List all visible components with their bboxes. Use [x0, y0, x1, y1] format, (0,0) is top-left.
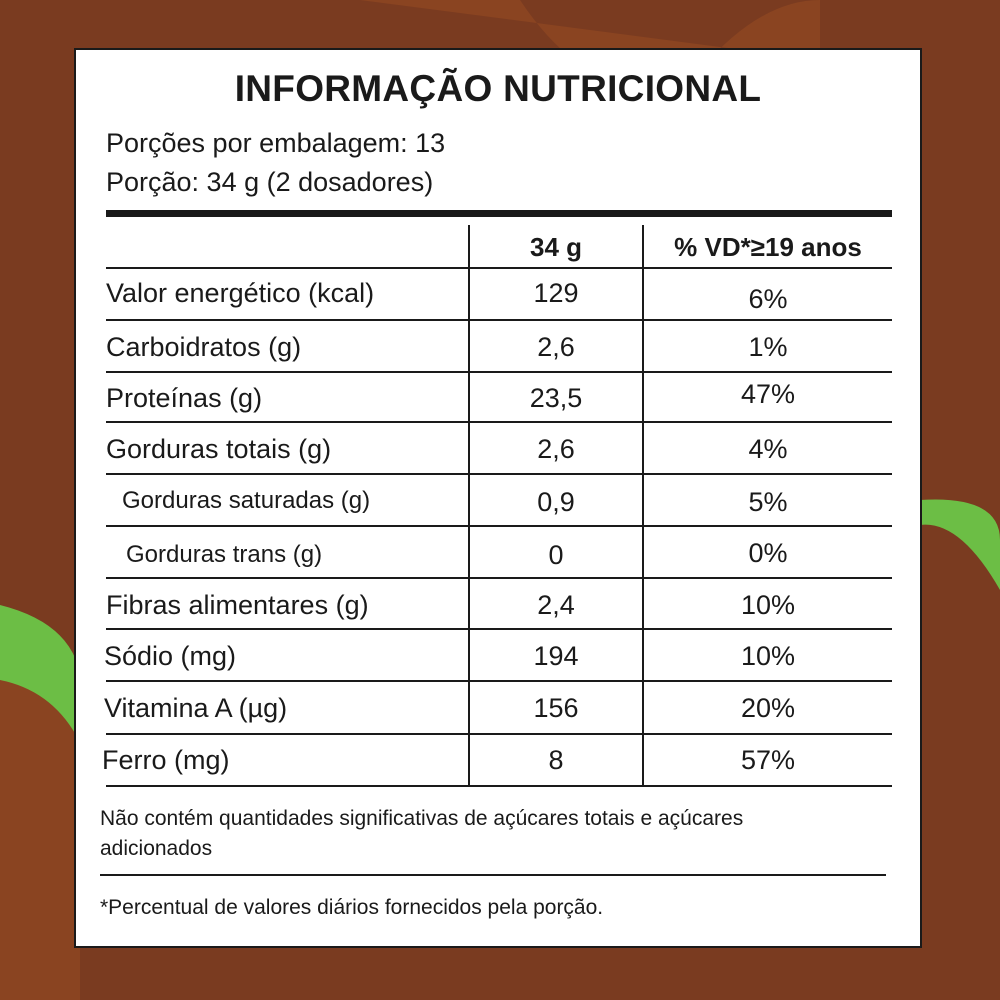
row-amount: 2,4 — [537, 590, 575, 620]
row-divider — [106, 267, 892, 269]
row-daily-value: 6% — [748, 284, 788, 314]
row-amount: 129 — [533, 278, 579, 308]
column-divider-amount — [468, 225, 470, 787]
row-daily-value: 57% — [740, 745, 796, 775]
row-amount: 2,6 — [537, 434, 575, 464]
row-daily-value: 0% — [748, 538, 788, 568]
row-divider — [106, 371, 892, 373]
serving-size: Porção: 34 g (2 dosadores) — [106, 167, 434, 197]
row-label: Vitamina A (µg) — [104, 693, 288, 723]
row-divider — [106, 680, 892, 682]
table-bottom-rule — [106, 785, 892, 787]
row-daily-value: 10% — [740, 590, 796, 620]
row-amount: 0,9 — [537, 487, 575, 517]
row-label: Gorduras trans (g) — [126, 541, 323, 568]
nutrition-facts-panel: INFORMAÇÃO NUTRICIONAL Porções por embal… — [74, 48, 922, 948]
row-daily-value: 5% — [748, 487, 788, 517]
row-daily-value: 10% — [740, 641, 796, 671]
row-amount: 2,6 — [537, 332, 575, 362]
row-amount: 8 — [548, 745, 564, 775]
row-amount: 156 — [533, 693, 579, 723]
servings-per-package: Porções por embalagem: 13 — [106, 128, 446, 158]
row-label: Ferro (mg) — [102, 745, 230, 775]
panel-title: INFORMAÇÃO NUTRICIONAL — [234, 68, 762, 109]
daily-value-footnote: *Percentual de valores diários fornecido… — [100, 896, 604, 919]
green-swoosh-left — [0, 605, 76, 735]
row-daily-value: 4% — [748, 434, 788, 464]
row-divider — [106, 577, 892, 579]
row-divider — [106, 628, 892, 630]
row-divider — [106, 421, 892, 423]
row-label: Proteínas (g) — [106, 383, 263, 413]
row-label: Fibras alimentares (g) — [106, 590, 369, 620]
brown-swoosh-left — [0, 630, 80, 1000]
row-amount: 0 — [548, 540, 564, 570]
sugar-note: Não contém quantidades significativas de… — [100, 807, 744, 860]
column-divider-dv — [642, 225, 644, 787]
row-divider — [106, 473, 892, 475]
row-label: Carboidratos (g) — [106, 332, 302, 362]
row-label: Gorduras saturadas (g) — [122, 487, 371, 514]
row-amount: 194 — [533, 641, 579, 671]
row-amount: 23,5 — [529, 383, 583, 413]
row-daily-value: 20% — [740, 693, 796, 723]
row-label: Valor energético (kcal) — [106, 278, 375, 308]
footnote-divider — [100, 874, 886, 876]
thick-divider — [106, 210, 892, 217]
header-amount: 34 g — [529, 232, 583, 262]
row-label: Sódio (mg) — [104, 641, 237, 671]
header-daily-value: % VD*≥19 anos — [674, 232, 862, 262]
row-label: Gorduras totais (g) — [106, 434, 332, 464]
green-swoosh-right — [920, 499, 1000, 590]
row-daily-value: 1% — [748, 332, 788, 362]
row-divider — [106, 525, 892, 527]
row-divider — [106, 319, 892, 321]
row-divider — [106, 733, 892, 735]
row-daily-value: 47% — [740, 379, 796, 409]
